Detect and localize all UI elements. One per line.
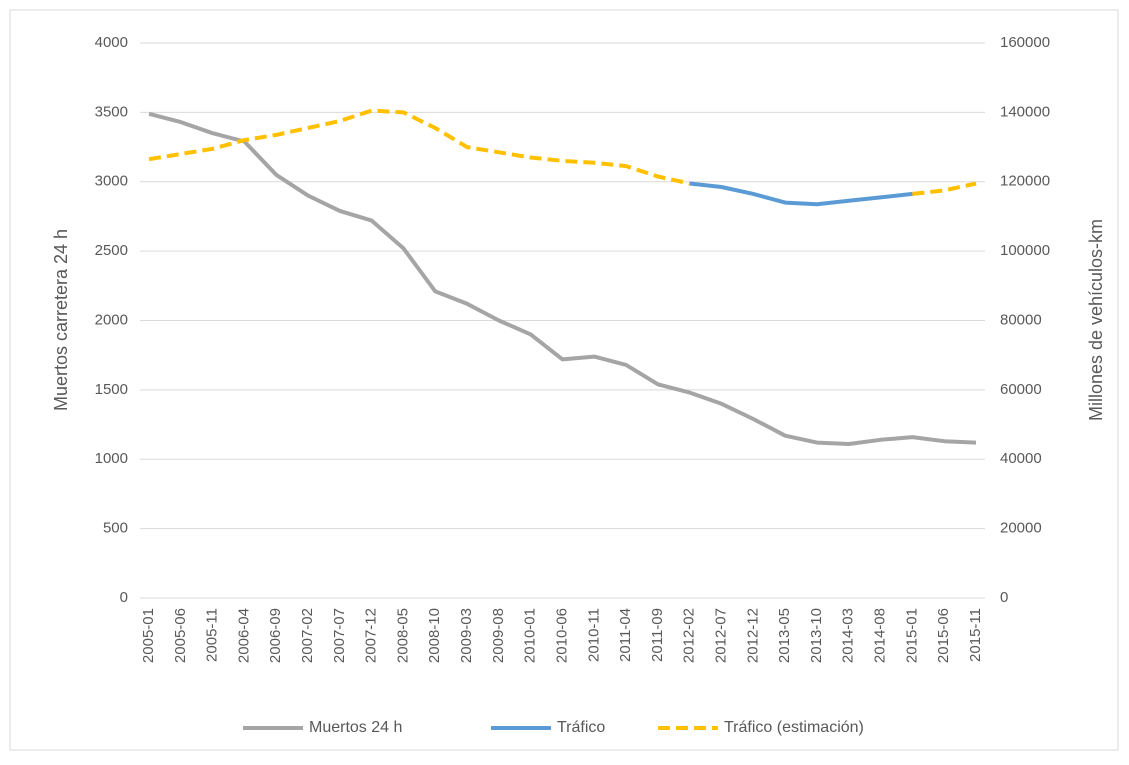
x-tick-label: 2010-01 <box>522 608 539 663</box>
y-tick-label: 1500 <box>95 381 128 398</box>
y-tick-label: 0 <box>120 589 128 606</box>
y2-tick-label: 80000 <box>1000 311 1042 328</box>
x-tick-label: 2011-04 <box>617 608 634 662</box>
series-line <box>148 108 977 196</box>
series-line <box>148 111 977 446</box>
legend-label: Tráfico (estimación) <box>724 719 864 736</box>
x-tick-label: 2008-10 <box>426 608 443 663</box>
legend-label: Tráfico <box>557 719 605 736</box>
x-tick-label: 2008-05 <box>394 608 411 663</box>
x-tick-label: 2007-12 <box>363 608 380 663</box>
y-tick-label: 3000 <box>95 173 128 190</box>
chart-border <box>9 9 1119 751</box>
x-tick-label: 2005-11 <box>204 608 221 662</box>
x-tick-label: 2012-02 <box>681 608 698 663</box>
y2-tick-label: 40000 <box>1000 450 1042 467</box>
x-tick-label: 2012-12 <box>744 608 761 663</box>
y2-tick-label: 100000 <box>1000 242 1050 259</box>
y-tick-label: 2000 <box>95 311 128 328</box>
x-tick-label: 2015-06 <box>935 608 952 663</box>
y2-tick-label: 140000 <box>1000 103 1050 120</box>
y2-axis-title: Millones de vehículos-km <box>1086 219 1106 421</box>
x-tick-label: 2015-11 <box>967 608 984 662</box>
x-tick-label: 2006-04 <box>235 608 252 663</box>
y2-tick-label: 120000 <box>1000 173 1050 190</box>
x-tick-label: 2011-09 <box>649 608 666 662</box>
x-tick-label: 2014-08 <box>872 608 889 663</box>
x-tick-label: 2009-03 <box>458 608 475 663</box>
x-tick-label: 2009-08 <box>490 608 507 663</box>
series-line <box>689 181 913 207</box>
x-tick-label: 2013-05 <box>776 608 793 663</box>
y2-tick-label: 160000 <box>1000 34 1050 51</box>
x-tick-label: 2014-03 <box>840 608 857 663</box>
y-tick-label: 2500 <box>95 242 128 259</box>
x-tick-label: 2005-06 <box>172 608 189 663</box>
y-tick-label: 4000 <box>95 34 128 51</box>
y2-tick-label: 60000 <box>1000 381 1042 398</box>
x-tick-label: 2005-01 <box>140 608 157 663</box>
y-tick-label: 3500 <box>95 103 128 120</box>
x-tick-label: 2007-02 <box>299 608 316 663</box>
y-tick-label: 1000 <box>95 450 128 467</box>
y2-tick-label: 20000 <box>1000 520 1042 537</box>
x-tick-label: 2007-07 <box>331 608 348 663</box>
legend-label: Muertos 24 h <box>309 719 402 736</box>
x-tick-label: 2010-11 <box>585 608 602 662</box>
y-tick-label: 500 <box>103 520 128 537</box>
x-tick-label: 2006-09 <box>267 608 284 663</box>
x-tick-label: 2010-06 <box>553 608 570 663</box>
x-tick-label: 2015-01 <box>903 608 920 663</box>
x-tick-label: 2012-07 <box>713 608 730 663</box>
x-tick-label: 2013-10 <box>808 608 825 663</box>
y2-tick-label: 0 <box>1000 589 1008 606</box>
y-axis-title: Muertos carretera 24 h <box>51 229 71 411</box>
